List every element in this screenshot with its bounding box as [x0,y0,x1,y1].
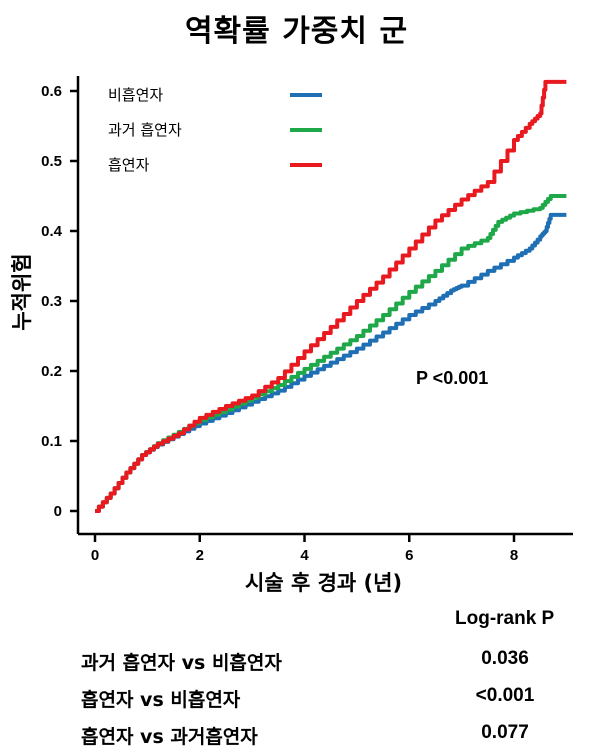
x-tick-label: 4 [300,547,309,564]
series-lines [95,79,567,513]
p-value: 0.036 [481,648,529,669]
x-axis-label: 시술 후 경과 (년) [245,571,403,595]
y-tick-label: 0.4 [41,223,63,240]
legend-label: 비흡연자 [108,86,163,104]
log-rank-header: Log-rank P [455,608,555,629]
legend-label: 흡연자 [108,156,150,174]
series-line-0 [95,212,567,513]
chart-title: 역확률 가중치 군 [184,14,409,49]
y-tick-label: 0.5 [41,153,62,170]
comparison-label: 흡연자 vs 비흡연자 [81,689,241,711]
x-tick-label: 8 [510,547,518,564]
p-value: <0.001 [475,685,535,706]
x-tick-label: 0 [91,547,99,564]
y-tick-label: 0.1 [41,433,62,450]
log-rank-row: 흡연자 vs 과거흡연자 0.077 [0,722,593,752]
axes: 0 0.1 0.2 0.3 0.4 0.5 0.6 0 2 4 6 8 [41,76,573,564]
comparison-label: 과거 흡연자 vs 비흡연자 [81,652,282,674]
comparison-label: 흡연자 vs 과거흡연자 [81,726,258,748]
series-line-1 [95,194,567,513]
x-tick-label: 6 [405,547,413,564]
series-line-2 [95,79,567,513]
y-tick-label: 0.2 [41,363,62,380]
log-rank-row: 과거 흡연자 vs 비흡연자 0.036 [0,648,593,678]
p-value: 0.077 [481,722,529,743]
p-value-annotation: P <0.001 [416,368,488,388]
y-tick-label: 0.3 [41,293,62,310]
y-tick-label: 0.6 [41,83,62,100]
y-tick-label: 0 [54,503,62,520]
log-rank-row: 흡연자 vs 비흡연자 <0.001 [0,685,593,715]
y-axis-label: 누적위험 [10,253,34,331]
legend-label: 과거 흡연자 [108,121,182,139]
x-tick-label: 2 [196,547,204,564]
